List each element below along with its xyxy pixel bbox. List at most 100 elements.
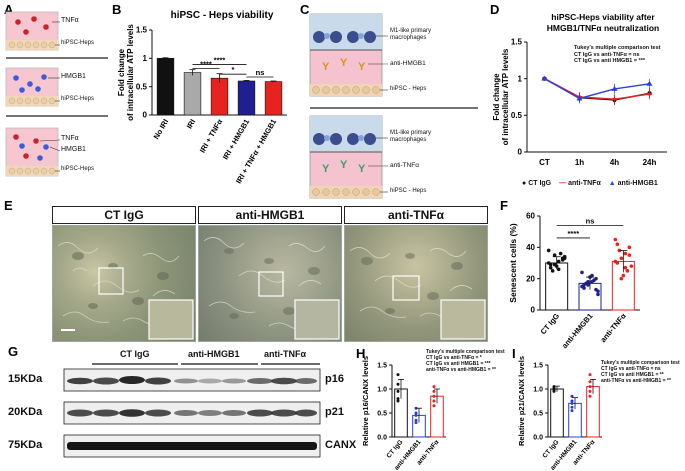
chart-f-point-2-3 — [619, 256, 624, 261]
chart-i-point-2-3 — [588, 389, 592, 393]
chart-f-point-1-12 — [586, 280, 590, 284]
chart-b-bar-4 — [264, 81, 283, 116]
micrograph-anti-tnfa-texture — [349, 247, 486, 340]
panel-d-letter: D — [490, 2, 500, 17]
blot-size-15kda: 15KDa — [8, 373, 43, 385]
label-heps-a3: hiPSC-Heps — [61, 166, 95, 172]
chart-h-point-1-3 — [414, 418, 418, 422]
panel-c-letter: C — [300, 2, 310, 17]
legend-d: ● CT IgG — anti-TNFα ▲ anti-HMGB1 — [522, 180, 666, 187]
chart-h-point-1-4 — [414, 421, 418, 425]
chart-f-point-0-4 — [548, 265, 553, 270]
chart-i-y-tick-label-1: 0.5 — [533, 410, 543, 417]
chart-d-y-tick-label-0: 0 — [518, 148, 523, 157]
chart-d-point-2-0 — [541, 75, 548, 81]
chart-h-point-0-4 — [396, 399, 400, 403]
micrograph-anti-hmgb1 — [198, 225, 342, 342]
legend-d-item-2: ▲ anti-HMGB1 — [609, 180, 658, 187]
western-blot — [63, 363, 321, 458]
chart-f-y-tick-label-1: 20 — [526, 274, 535, 283]
chart-i-point-2-4 — [588, 394, 592, 398]
chart-d-y-label-line-1: Fold change — [492, 73, 501, 121]
chart-i-point-2-2 — [588, 385, 592, 389]
chart-d-title-line-1: hiPSC-Heps viability after — [551, 12, 655, 22]
chart-i-y-label: Relative p21/CANX levels — [517, 356, 526, 446]
stats-i-title: Tukey's multiple comparison test — [601, 360, 680, 366]
chart-f-point-1-0 — [580, 270, 584, 275]
stats-i-line-3: anti-TNFα vs anti-HMGB1 = ** — [601, 378, 671, 384]
blot-band-p21: p21 — [325, 406, 344, 418]
chart-b: hiPSC - Heps viability 0 0.5 1 1.5 Fold chang… — [117, 10, 287, 185]
chart-i-bar-0 — [550, 388, 564, 438]
chart-i-point-0-3 — [552, 389, 556, 393]
blot-band-p16: p16 — [325, 373, 344, 385]
chart-b-sig-3: ns — [256, 68, 265, 77]
chart-d-x-label-2: 4h — [610, 158, 619, 167]
well-a3 — [5, 127, 61, 177]
blot-strip-p21 — [63, 401, 321, 425]
blot-strip-p16 — [63, 368, 321, 392]
label-anti-hmgb1-c: anti-HMGB1 — [390, 60, 426, 67]
chart-h-point-2-2 — [432, 394, 436, 398]
chart-f-point-2-9 — [613, 259, 618, 264]
legend-d-label-0: CT IgG — [528, 180, 552, 187]
label-tnfa-a3: TNFα — [61, 135, 79, 142]
chart-b-x-label-3: IRI + HMGB1 — [221, 118, 251, 162]
stats-i-line-1: CT IgG vs anti-TNFα = ns — [601, 366, 661, 372]
chart-f-y-label: Senescent cells (%) — [508, 223, 518, 303]
label-heps-c-top: hiPSC - Heps — [390, 86, 427, 92]
chart-i-bar-2 — [586, 386, 600, 438]
panel-b-letter: B — [112, 2, 122, 17]
legend-d-label-1: anti-TNFα — [568, 180, 601, 187]
blot-group-anti-hmgb1: anti-HMGB1 — [188, 349, 240, 359]
label-hmgb1-a2: HMGB1 — [61, 73, 86, 80]
chart-i-point-2-1 — [588, 380, 592, 384]
chart-b-y-label-line-2: of intracellular ATP levels — [126, 24, 135, 121]
chart-f-point-0-11 — [556, 267, 561, 272]
chart-h-point-2-1 — [432, 389, 436, 393]
chart-h-y-label: Relative p16/CANX levels — [361, 356, 370, 446]
chart-f-point-0-2 — [556, 259, 561, 264]
label-heps-a2: hiPSC-Heps — [61, 96, 95, 102]
stats-h-title: Tukey's multiple comparison test — [426, 349, 505, 355]
chart-b-sig-1: **** — [200, 60, 212, 69]
blot-group-ct-igg: CT IgG — [120, 349, 150, 359]
legend-d-item-1: — anti-TNFα — [559, 180, 601, 187]
chart-d-title-line-2: HMGB1/TNFα neutralization — [547, 23, 659, 33]
chart-i-y-tick-label-0: 0.0 — [533, 434, 543, 441]
chart-d-y-tick-label-3: 1.5 — [511, 38, 523, 47]
chart-f-bar-0 — [545, 262, 569, 311]
chart-i-y-tick-label-2: 1.0 — [533, 386, 543, 393]
panel-f-letter: F — [500, 198, 508, 213]
panel-a-wells — [5, 11, 108, 177]
blot-size-75kda: 75KDa — [8, 439, 43, 451]
stats-h-line-2: CT IgG vs anti HMGB1 = *** — [426, 361, 491, 367]
legend-d-marker-0: ● — [522, 180, 529, 187]
chart-i-point-2-0 — [588, 373, 592, 377]
chart-f-point-2-0 — [613, 237, 618, 242]
chart-f-point-1-14 — [596, 292, 600, 297]
micrograph-ct-igg-texture — [57, 242, 194, 340]
chart-i-point-1-4 — [570, 409, 574, 413]
label-heps-a1: hiPSC-Heps — [61, 40, 95, 46]
svg-text:Y: Y — [358, 61, 366, 73]
chart-f-x-label-0: CT IgG — [538, 311, 561, 336]
chart-f-point-2-2 — [623, 251, 628, 256]
chart-h-point-0-0 — [396, 373, 400, 377]
chart-f-point-0-0 — [546, 248, 551, 253]
chart-f-point-0-6 — [558, 251, 563, 256]
svg-text:Y: Y — [340, 57, 348, 69]
chart-h-point-1-1 — [414, 411, 418, 415]
micro-title-anti-tnfa: anti-TNFα — [344, 206, 488, 224]
chart-d-y-tick-label-2: 1 — [518, 74, 523, 83]
chart-b-bar-0 — [156, 58, 175, 116]
chart-h-point-2-3 — [432, 399, 436, 403]
blot-strip-canx — [63, 434, 321, 458]
chart-h-point-0-1 — [396, 382, 400, 386]
panel-e-letter: E — [4, 198, 13, 213]
chart-f-sig-0: ns — [586, 216, 595, 225]
